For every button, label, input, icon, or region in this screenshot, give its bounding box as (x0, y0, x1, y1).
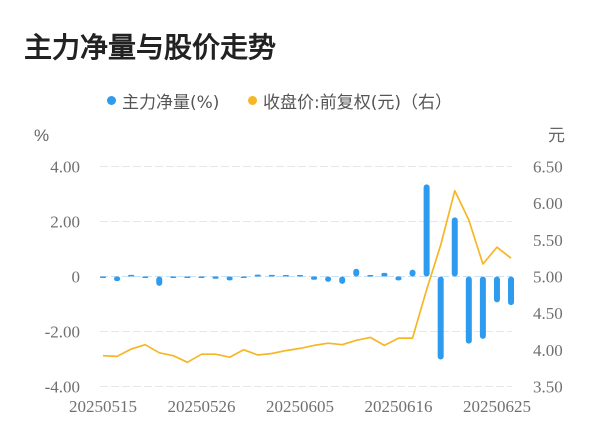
circle-dot-icon (107, 95, 116, 105)
x-tick-label: 20250515 (69, 397, 137, 416)
close-price-line (102, 189, 512, 364)
bar[interactable] (170, 276, 177, 279)
bar[interactable] (353, 268, 360, 277)
bar[interactable] (325, 276, 332, 282)
bar[interactable] (311, 276, 318, 280)
bar[interactable] (296, 275, 303, 277)
bar[interactable] (465, 276, 472, 344)
x-tick-label: 20250526 (167, 397, 235, 416)
right-tick-label: 6.00 (533, 194, 563, 213)
chart-title: 主力净量与股价走势 (24, 31, 277, 64)
left-tick-label: 0 (72, 268, 81, 287)
bar[interactable] (226, 276, 233, 281)
bar[interactable] (142, 276, 149, 279)
bar[interactable] (156, 276, 163, 286)
right-tick-label: 5.50 (533, 231, 563, 250)
bar[interactable] (128, 274, 135, 277)
right-tick-label: 3.50 (533, 378, 563, 397)
left-y-axis: 4.00 2.00 0 -2.00 -4.00 (45, 158, 80, 397)
right-tick-label: 4.50 (533, 304, 563, 323)
bar[interactable] (184, 276, 191, 279)
chart-legend: 主力净量(%) 收盘价:前复权(元)（右） (0, 89, 600, 113)
x-tick-label: 20250625 (463, 397, 531, 416)
legend-item-net-volume[interactable]: 主力净量(%) (107, 89, 220, 113)
bar[interactable] (100, 276, 106, 279)
price-line[interactable] (102, 189, 512, 364)
right-y-axis: 6.50 6.00 5.50 5.00 4.50 4.00 3.50 (533, 158, 563, 397)
bar[interactable] (451, 217, 458, 277)
bar[interactable] (254, 274, 261, 277)
right-tick-label: 6.50 (533, 158, 563, 177)
bar[interactable] (367, 275, 374, 277)
right-axis-unit: 元 (548, 126, 565, 145)
bar[interactable] (212, 276, 219, 279)
bar[interactable] (282, 275, 289, 277)
right-tick-label: 5.00 (533, 268, 563, 287)
bar[interactable] (339, 276, 346, 284)
bar[interactable] (240, 276, 247, 279)
bar[interactable] (114, 276, 121, 282)
left-tick-label: -2.00 (45, 323, 80, 342)
bar[interactable] (381, 272, 388, 277)
bar[interactable] (493, 276, 500, 303)
right-tick-label: 4.00 (533, 341, 563, 360)
bar[interactable] (423, 184, 430, 277)
left-tick-label: 4.00 (50, 158, 80, 177)
bar[interactable] (437, 276, 444, 360)
bar[interactable] (409, 269, 416, 277)
bar[interactable] (479, 276, 486, 339)
legend-label-close-price: 收盘价:前复权(元)（右） (263, 92, 452, 113)
bar[interactable] (508, 276, 515, 306)
bar[interactable] (395, 276, 402, 281)
x-tick-label: 20250605 (266, 397, 334, 416)
left-tick-label: 2.00 (50, 213, 80, 232)
net-volume-bars (100, 184, 515, 360)
legend-label-net-volume: 主力净量(%) (122, 92, 220, 113)
left-tick-label: -4.00 (45, 378, 80, 397)
left-axis-unit: % (34, 126, 49, 145)
legend-item-close-price[interactable]: 收盘价:前复权(元)（右） (248, 89, 452, 113)
circle-dot-icon (248, 95, 257, 105)
bar[interactable] (268, 274, 275, 277)
x-axis: 20250515 20250526 20250605 20250616 20250625 (69, 397, 531, 416)
bar[interactable] (198, 276, 205, 279)
x-tick-label: 20250616 (364, 397, 432, 416)
